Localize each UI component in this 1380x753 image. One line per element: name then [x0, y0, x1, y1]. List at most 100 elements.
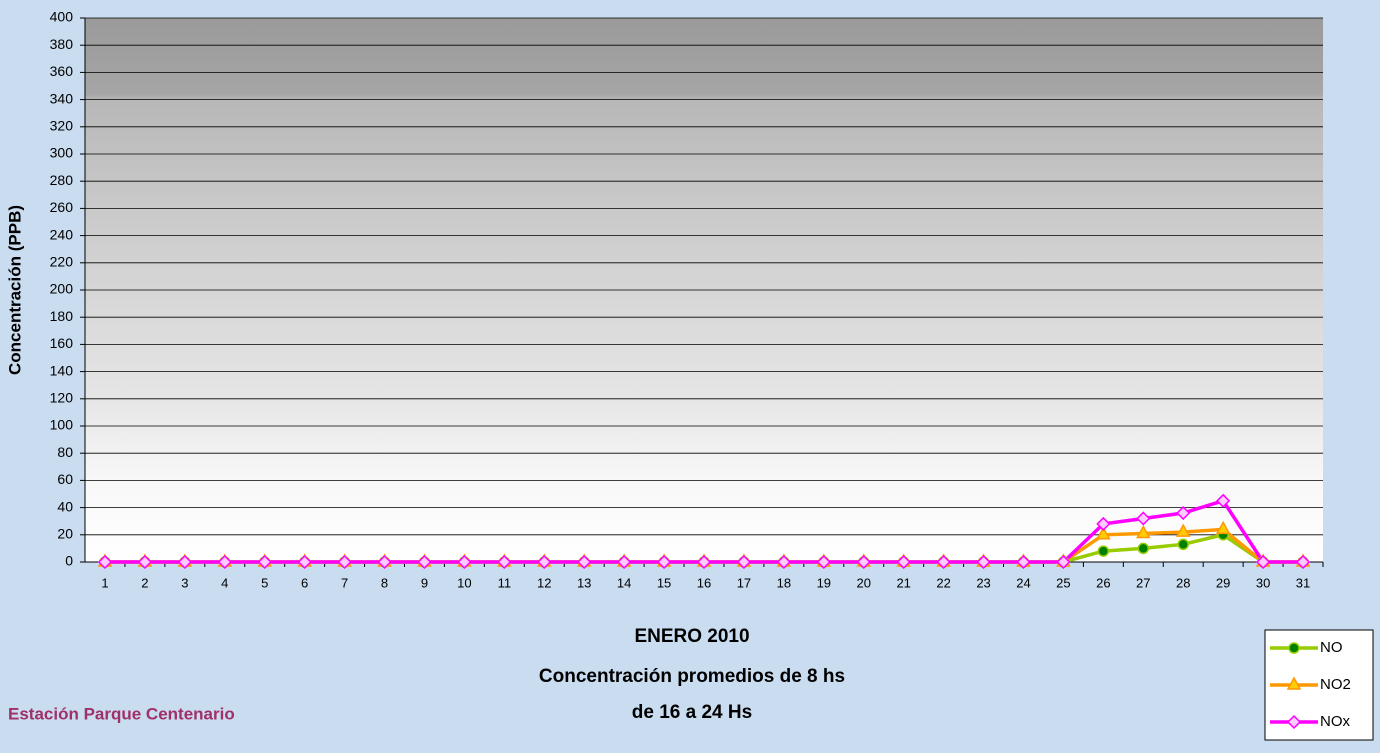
data-point — [1295, 554, 1311, 570]
legend-label: NO — [1320, 639, 1343, 656]
chart-subtitle: de 16 a 24 Hs — [632, 702, 752, 723]
x-tick-label: 24 — [1016, 575, 1030, 590]
chart-title: ENERO 2010 — [634, 626, 749, 647]
y-tick-label: 180 — [50, 308, 74, 324]
y-tick-label: 60 — [57, 471, 73, 487]
data-point — [1096, 516, 1111, 531]
data-point — [1097, 545, 1110, 557]
y-tick-label: 240 — [50, 226, 74, 242]
data-point — [1216, 493, 1231, 508]
legend-label: NOx — [1320, 713, 1351, 730]
y-tick-label: 120 — [50, 390, 74, 406]
x-tick-label: 21 — [896, 575, 910, 590]
legend-marker — [1286, 714, 1302, 730]
data-point — [177, 554, 192, 570]
data-point — [657, 554, 672, 570]
y-tick-label: 400 — [50, 9, 74, 25]
data-point — [137, 554, 152, 570]
y-tick-label: 80 — [57, 444, 73, 460]
x-tick-label: 15 — [657, 575, 671, 590]
y-tick-label: 320 — [50, 118, 74, 134]
y-tick-label: 140 — [50, 362, 74, 378]
y-tick-label: 220 — [50, 254, 74, 270]
data-point — [257, 554, 272, 570]
x-tick-label: 3 — [181, 575, 188, 590]
data-point — [417, 554, 432, 570]
data-point — [537, 554, 552, 570]
data-point — [457, 554, 472, 570]
y-tick-label: 360 — [50, 63, 74, 79]
x-tick-label: 29 — [1216, 575, 1230, 590]
x-tick-label: 27 — [1136, 575, 1150, 590]
x-tick-label: 8 — [381, 575, 388, 590]
x-tick-label: 12 — [537, 575, 551, 590]
data-point — [1175, 523, 1191, 537]
x-tick-label: 20 — [857, 575, 871, 590]
data-point — [297, 554, 312, 570]
data-point — [816, 554, 831, 570]
x-tick-label: 19 — [817, 575, 831, 590]
legend-label: NO2 — [1320, 676, 1351, 693]
x-tick-label: 23 — [976, 575, 990, 590]
y-tick-label: 20 — [57, 526, 73, 542]
x-tick-label: 1 — [101, 575, 108, 590]
data-point — [696, 554, 712, 570]
x-tick-label: 4 — [221, 575, 228, 590]
y-tick-label: 0 — [65, 553, 73, 569]
x-tick-label: 18 — [777, 575, 791, 590]
x-tick-label: 28 — [1176, 575, 1190, 590]
y-axis-label: Concentración (PPB) — [5, 205, 24, 375]
data-point — [617, 554, 632, 570]
y-tick-label: 160 — [50, 335, 74, 351]
data-point — [936, 554, 951, 570]
station-annotation: Estación Parque Centenario — [8, 704, 235, 723]
data-point — [337, 554, 352, 570]
x-tick-label: 6 — [301, 575, 308, 590]
data-point — [1136, 511, 1151, 526]
y-tick-label: 260 — [50, 199, 74, 215]
data-point — [97, 554, 113, 570]
data-point — [1177, 538, 1189, 551]
chart-subtitle: Concentración promedios de 8 hs — [539, 666, 845, 687]
x-tick-label: 25 — [1056, 575, 1070, 590]
data-point — [217, 554, 232, 570]
x-tick-label: 30 — [1256, 575, 1270, 590]
y-tick-label: 340 — [50, 90, 74, 106]
x-tick-label: 13 — [577, 575, 591, 590]
y-tick-label: 100 — [50, 417, 74, 433]
x-tick-label: 14 — [617, 575, 631, 590]
x-tick-label: 10 — [457, 575, 471, 590]
y-tick-label: 380 — [50, 36, 74, 52]
data-point — [1215, 520, 1231, 535]
data-point — [1176, 505, 1191, 521]
data-point — [577, 554, 592, 570]
legend-marker — [1286, 676, 1302, 690]
x-tick-label: 22 — [936, 575, 950, 590]
data-point — [1056, 554, 1071, 570]
data-point — [1016, 554, 1031, 570]
data-point — [497, 554, 512, 570]
x-tick-label: 5 — [261, 575, 268, 590]
data-point — [1137, 542, 1150, 555]
y-tick-label: 300 — [50, 145, 74, 161]
x-tick-label: 2 — [141, 575, 148, 590]
data-point — [1096, 526, 1111, 540]
y-tick-label: 200 — [50, 281, 74, 297]
x-tick-label: 17 — [737, 575, 751, 590]
data-point — [976, 554, 991, 570]
data-point — [736, 554, 751, 570]
x-tick-label: 26 — [1096, 575, 1110, 590]
data-point — [896, 554, 911, 570]
x-tick-label: 11 — [498, 575, 512, 590]
x-tick-label: 9 — [421, 575, 428, 590]
x-tick-label: 31 — [1296, 575, 1310, 590]
y-tick-label: 280 — [50, 172, 74, 188]
y-tick-label: 40 — [57, 498, 73, 514]
data-point — [1136, 524, 1151, 539]
data-point — [856, 554, 871, 570]
data-point — [1256, 554, 1271, 570]
legend-marker — [1288, 642, 1300, 654]
data-point — [776, 554, 791, 570]
x-tick-label: 16 — [697, 575, 711, 590]
